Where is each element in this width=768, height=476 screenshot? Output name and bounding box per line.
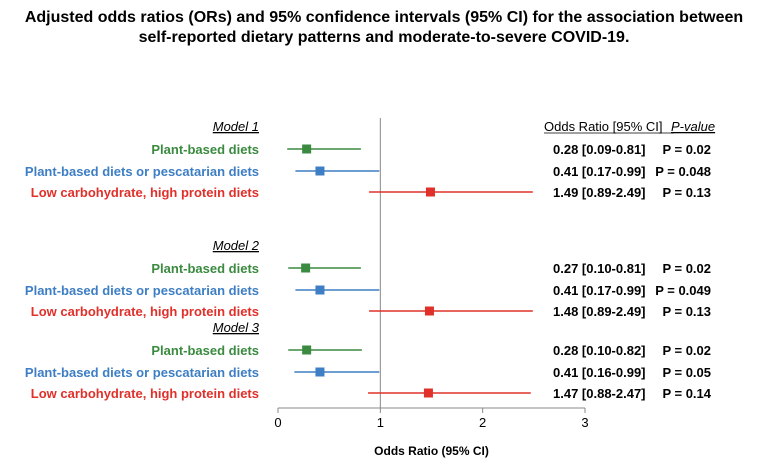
or-value-m3-2: 0.41 [0.16-0.99]	[553, 365, 646, 380]
or-point-m3-3	[423, 388, 433, 398]
or-point-m1-2	[315, 166, 325, 176]
p-value-m2-3: P = 0.13	[662, 304, 711, 319]
or-point-m1-1	[302, 144, 312, 154]
chart-title-line-1: Adjusted odds ratios (ORs) and 95% confi…	[24, 9, 744, 26]
row-label-m3-2: Plant-based diets or pescatarian diets	[25, 365, 259, 380]
row-label-m2-1: Plant-based diets	[151, 261, 259, 276]
p-value-m1-3: P = 0.13	[662, 185, 711, 200]
p-value-m3-3: P = 0.14	[662, 386, 711, 401]
p-value-m3-2: P = 0.05	[662, 365, 711, 380]
or-point-m3-2	[315, 367, 325, 377]
or-value-m3-1: 0.28 [0.10-0.82]	[553, 343, 646, 358]
chart-title: Adjusted odds ratios (ORs) and 95% confi…	[0, 8, 768, 48]
row-label-m1-1: Plant-based diets	[151, 142, 259, 157]
or-point-m1-3	[425, 187, 435, 197]
chart-title-line-2: self-reported dietary patterns and moder…	[138, 29, 630, 46]
or-point-m2-1	[301, 263, 311, 273]
row-label-m3-1: Plant-based diets	[151, 343, 259, 358]
or-value-m1-1: 0.28 [0.09-0.81]	[553, 142, 646, 157]
or-value-m1-2: 0.41 [0.17-0.99]	[553, 164, 646, 179]
p-column-header: P-value	[671, 119, 715, 134]
or-value-m2-2: 0.41 [0.17-0.99]	[553, 283, 646, 298]
row-label-m2-2: Plant-based diets or pescatarian diets	[25, 283, 259, 298]
x-tick-label-1: 1	[377, 415, 384, 430]
or-value-m3-3: 1.47 [0.88-2.47]	[553, 386, 646, 401]
or-column-header: Odds Ratio [95% CI]	[544, 119, 663, 134]
x-axis-label: Odds Ratio (95% CI)	[374, 444, 489, 458]
row-label-m3-3: Low carbohydrate, high protein diets	[31, 386, 259, 401]
row-label-m1-3: Low carbohydrate, high protein diets	[31, 185, 259, 200]
p-value-m2-2: P = 0.049	[655, 283, 711, 298]
model-label-3: Model 3	[213, 320, 260, 335]
model-label-1: Model 1	[213, 119, 259, 134]
model-label-2: Model 2	[213, 238, 260, 253]
p-value-m1-1: P = 0.02	[662, 142, 711, 157]
x-tick-label-3: 3	[581, 415, 588, 430]
or-value-m1-3: 1.49 [0.89-2.49]	[553, 185, 646, 200]
x-tick-label-2: 2	[479, 415, 486, 430]
or-point-m2-3	[424, 306, 434, 316]
p-value-m3-1: P = 0.02	[662, 343, 711, 358]
x-tick-label-0: 0	[274, 415, 281, 430]
or-point-m3-1	[302, 345, 312, 355]
p-value-m2-1: P = 0.02	[662, 261, 711, 276]
or-value-m2-1: 0.27 [0.10-0.81]	[553, 261, 646, 276]
or-point-m2-2	[315, 285, 325, 295]
or-value-m2-3: 1.48 [0.89-2.49]	[553, 304, 646, 319]
p-value-m1-2: P = 0.048	[655, 164, 711, 179]
row-label-m1-2: Plant-based diets or pescatarian diets	[25, 164, 259, 179]
row-label-m2-3: Low carbohydrate, high protein diets	[31, 304, 259, 319]
